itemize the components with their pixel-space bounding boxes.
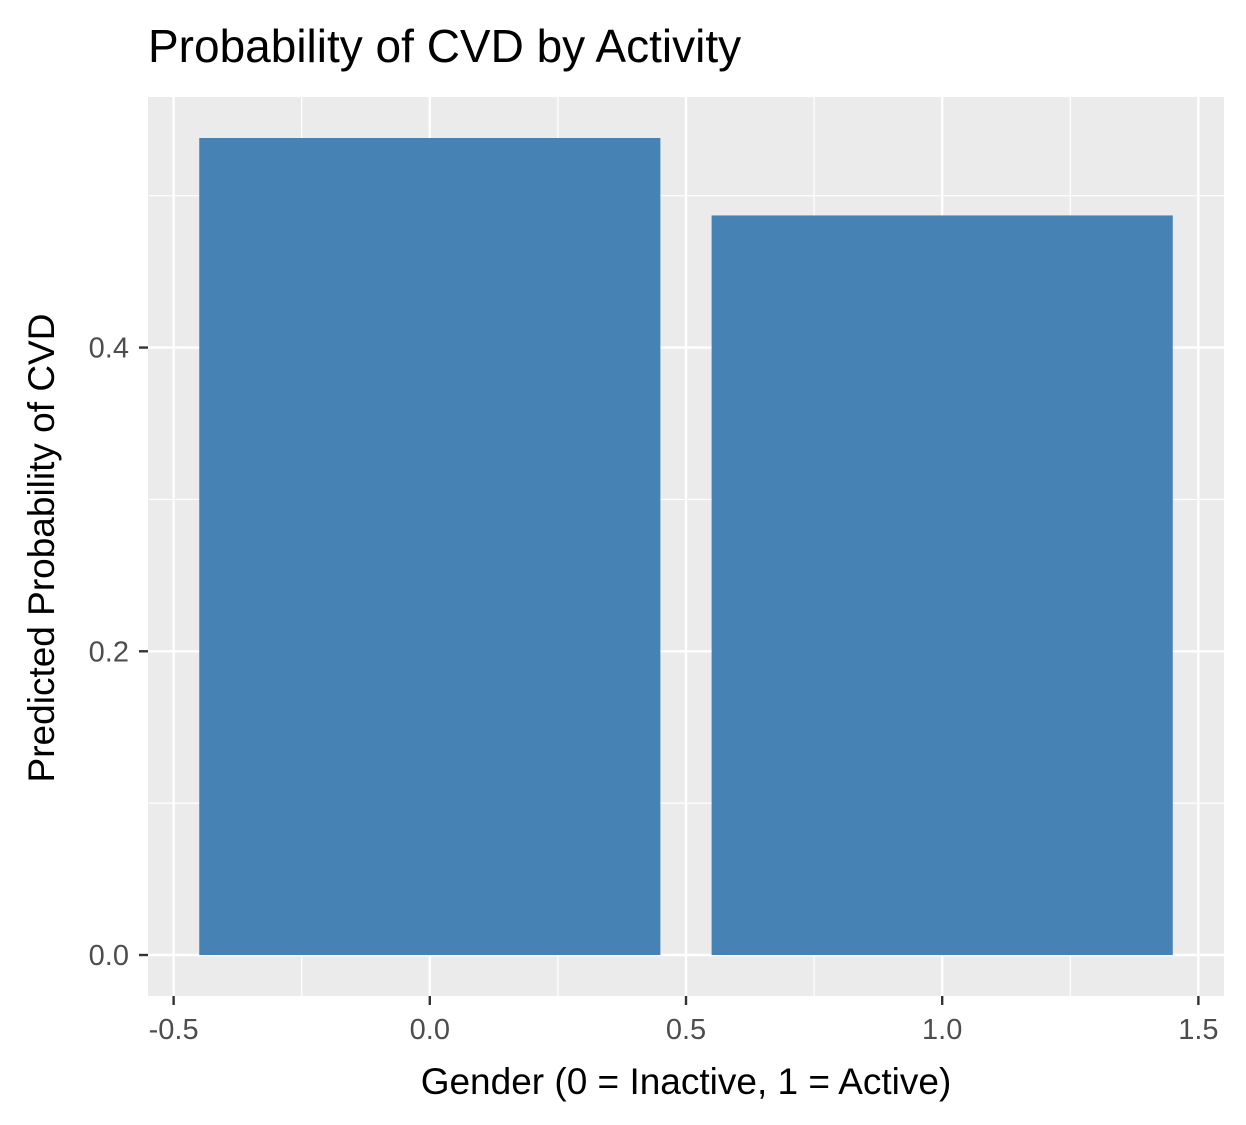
x-tick-label: -0.5 [149,1014,199,1046]
y-tick-label: 0.0 [89,940,129,972]
bars [199,138,1173,955]
bar [711,215,1173,955]
y-tick-label: 0.2 [89,636,129,668]
x-tick-label: 0.0 [410,1014,450,1046]
x-axis: -0.5 0.0 0.5 1.0 1.5 [149,996,1219,1046]
chart-title: Probability of CVD by Activity [148,20,741,72]
y-tick-label: 0.4 [89,333,129,365]
x-axis-label: Gender (0 = Inactive, 1 = Active) [421,1061,952,1102]
y-axis: 0.0 0.2 0.4 [89,333,148,972]
y-axis-label: Predicted Probability of CVD [21,314,62,783]
x-tick-label: 1.0 [922,1014,962,1046]
x-tick-label: 1.5 [1178,1014,1218,1046]
x-tick-label: 0.5 [666,1014,706,1046]
bar [199,138,661,955]
